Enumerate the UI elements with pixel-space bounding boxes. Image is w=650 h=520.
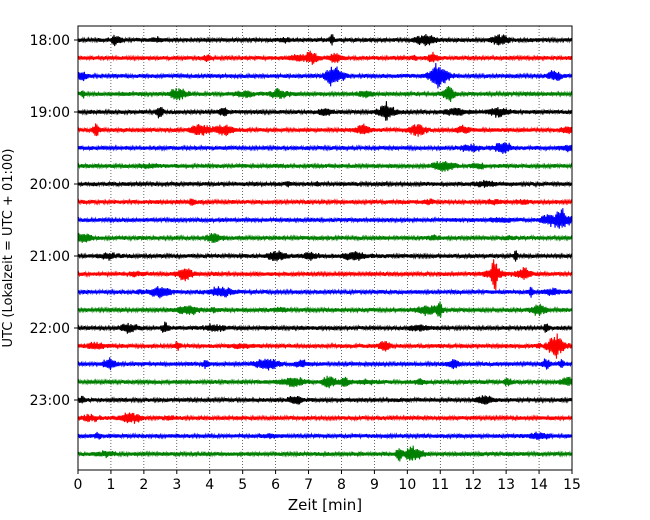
trace-1900 — [77, 101, 573, 121]
x-tick-label: 10 — [398, 477, 416, 493]
y-axis: 18:00 19:00 20:00 21:00 22:00 23:00 — [30, 33, 78, 409]
trace-2045 — [77, 232, 573, 243]
x-tick-label: 6 — [271, 477, 280, 493]
x-tick-label: 5 — [238, 477, 247, 493]
trace-2215 — [77, 333, 573, 359]
x-tick-label: 0 — [74, 477, 83, 493]
trace-2115 — [77, 259, 573, 291]
trace-2315 — [77, 412, 573, 424]
y-tick-label: 22:00 — [30, 321, 70, 337]
trace-1800 — [77, 34, 573, 47]
x-tick-label: 9 — [370, 477, 379, 493]
grid-lines — [110, 26, 540, 470]
x-tick-label: 12 — [464, 477, 482, 493]
trace-2100 — [77, 250, 573, 262]
y-tick-label: 20:00 — [30, 177, 70, 193]
plot-frame — [77, 25, 573, 471]
trace-1830 — [77, 63, 573, 89]
trace-2000 — [77, 179, 573, 188]
trace-2230 — [77, 357, 573, 371]
x-tick-label: 14 — [530, 477, 548, 493]
x-axis-title: Zeit [min] — [288, 496, 362, 514]
trace-2245 — [77, 375, 573, 389]
trace-2345 — [77, 445, 573, 462]
trace-2130 — [77, 286, 573, 299]
y-axis-title: UTC (Lokalzeit = UTC + 01:00) — [1, 149, 16, 348]
trace-2200 — [77, 321, 573, 334]
x-tick-label: 11 — [431, 477, 449, 493]
trace-1815 — [77, 50, 573, 65]
x-tick-label: 1 — [106, 477, 115, 493]
x-axis: 0 1 2 3 4 5 6 7 8 9 10 11 12 13 14 15 — [74, 470, 581, 493]
trace-1845 — [77, 85, 573, 103]
x-tick-label: 13 — [497, 477, 515, 493]
x-tick-label: 3 — [172, 477, 181, 493]
trace-2330 — [77, 431, 573, 440]
trace-2015 — [77, 198, 573, 206]
y-tick-label: 19:00 — [30, 105, 70, 121]
x-tick-label: 15 — [563, 477, 581, 493]
x-tick-label: 8 — [337, 477, 346, 493]
y-tick-label: 21:00 — [30, 249, 70, 265]
x-tick-label: 2 — [139, 477, 148, 493]
trace-2145 — [77, 301, 573, 318]
trace-2300 — [77, 395, 573, 405]
seismic-traces — [77, 34, 573, 462]
x-tick-label: 4 — [205, 477, 214, 493]
y-tick-label: 23:00 — [30, 393, 70, 409]
y-tick-label: 18:00 — [30, 33, 70, 49]
trace-1945 — [77, 161, 573, 172]
x-tick-label: 7 — [304, 477, 313, 493]
trace-1930 — [77, 142, 573, 154]
trace-1915 — [77, 123, 573, 137]
trace-2030 — [77, 208, 573, 229]
